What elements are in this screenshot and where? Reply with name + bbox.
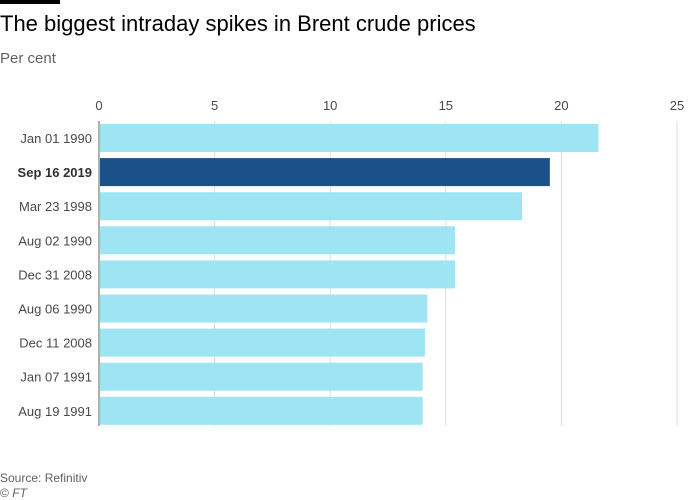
category-label: Jan 07 1991 [20,370,92,385]
x-tick-label: 25 [670,98,684,113]
category-label: Jan 01 1990 [20,131,92,146]
copyright-symbol: © [0,486,9,500]
copyright-note: © FT [0,486,27,500]
x-tick-label: 10 [323,98,337,113]
x-axis-ticks: 0 5 10 15 20 25 [95,98,684,113]
category-label: Dec 11 2008 [19,336,92,351]
bar [100,396,423,425]
bar-chart: 0 5 10 15 20 25 Jan 01 1990 Sep 16 2019 Mar 23 … [18,98,684,426]
bar [100,328,425,357]
bar [100,294,428,323]
category-labels: Jan 01 1990 Sep 16 2019 Mar 23 1998 Aug 02 … [18,131,92,419]
category-label-highlighted: Sep 16 2019 [18,165,92,180]
bar-highlighted [100,158,550,187]
category-label: Dec 31 2008 [18,267,92,282]
x-tick-label: 20 [554,98,568,113]
x-tick-label: 0 [95,98,102,113]
category-label: Aug 19 1991 [18,404,92,419]
category-label: Aug 02 1990 [18,233,92,248]
source-note: Source: Refinitiv [0,471,88,485]
category-label: Aug 06 1990 [18,302,92,317]
bar [100,226,456,255]
copyright-brand: FT [12,486,27,500]
bar [100,362,423,391]
bar [100,260,456,289]
x-tick-label: 15 [439,98,453,113]
bars [100,124,599,425]
chart-title: The biggest intraday spikes in Brent cru… [0,11,476,36]
x-tick-label: 5 [211,98,218,113]
bar [100,124,599,152]
title-accent-rule [0,0,60,4]
bar [100,192,523,221]
category-label: Mar 23 1998 [19,199,92,214]
chart-subtitle: Per cent [0,50,56,67]
